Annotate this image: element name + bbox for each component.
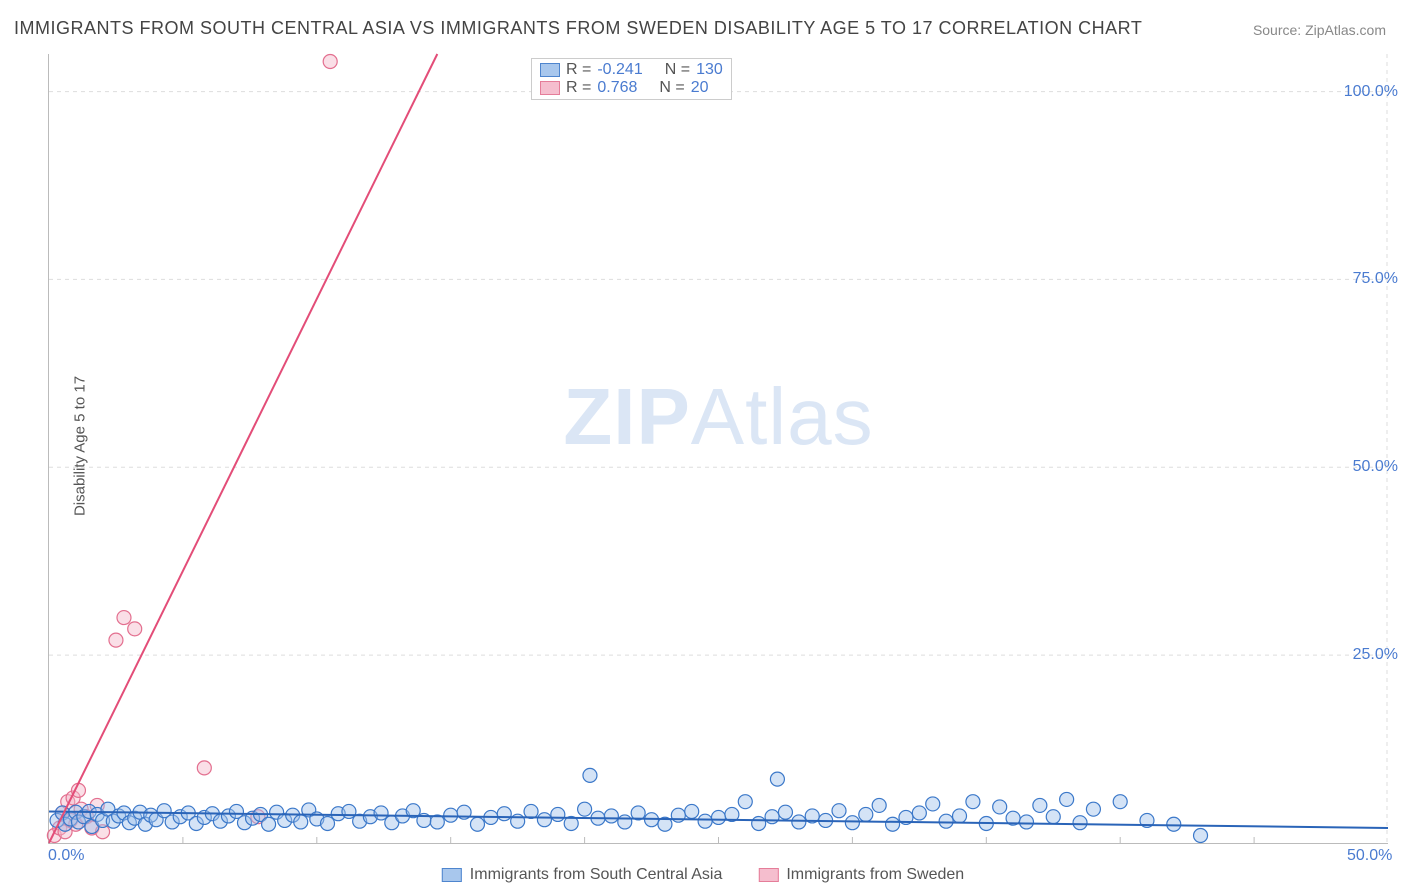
r-label: R =	[566, 79, 591, 97]
r-value-2: 0.768	[597, 79, 637, 97]
x-tick-label: 0.0%	[48, 847, 84, 865]
swatch-series-1-icon	[442, 868, 462, 882]
legend-label-2: Immigrants from Sweden	[786, 866, 964, 884]
r-value-1: -0.241	[597, 61, 642, 79]
n-value-1: 130	[696, 61, 723, 79]
y-tick-label: 75.0%	[1353, 270, 1398, 288]
legend-item-2: Immigrants from Sweden	[758, 866, 964, 884]
plot-area: ZIPAtlas	[48, 54, 1388, 844]
y-tick-label: 100.0%	[1344, 83, 1398, 101]
chart-title: IMMIGRANTS FROM SOUTH CENTRAL ASIA VS IM…	[14, 18, 1142, 39]
source-attribution: Source: ZipAtlas.com	[1253, 22, 1386, 38]
y-tick-label: 25.0%	[1353, 646, 1398, 664]
swatch-series-1	[540, 63, 560, 77]
legend-label-1: Immigrants from South Central Asia	[470, 866, 723, 884]
y-tick-label: 50.0%	[1353, 458, 1398, 476]
n-label: N =	[665, 61, 690, 79]
series-legend: Immigrants from South Central Asia Immig…	[442, 866, 964, 884]
n-label: N =	[659, 79, 684, 97]
r-label: R =	[566, 61, 591, 79]
swatch-series-2-icon	[758, 868, 778, 882]
correlation-legend: R = -0.241 N = 130 R = 0.768 N = 20	[531, 58, 732, 100]
swatch-series-2	[540, 81, 560, 95]
chart-svg	[49, 54, 1388, 843]
x-tick-label: 50.0%	[1347, 847, 1392, 865]
n-value-2: 20	[691, 79, 709, 97]
legend-item-1: Immigrants from South Central Asia	[442, 866, 723, 884]
legend-row-1: R = -0.241 N = 130	[540, 61, 723, 79]
legend-row-2: R = 0.768 N = 20	[540, 79, 723, 97]
